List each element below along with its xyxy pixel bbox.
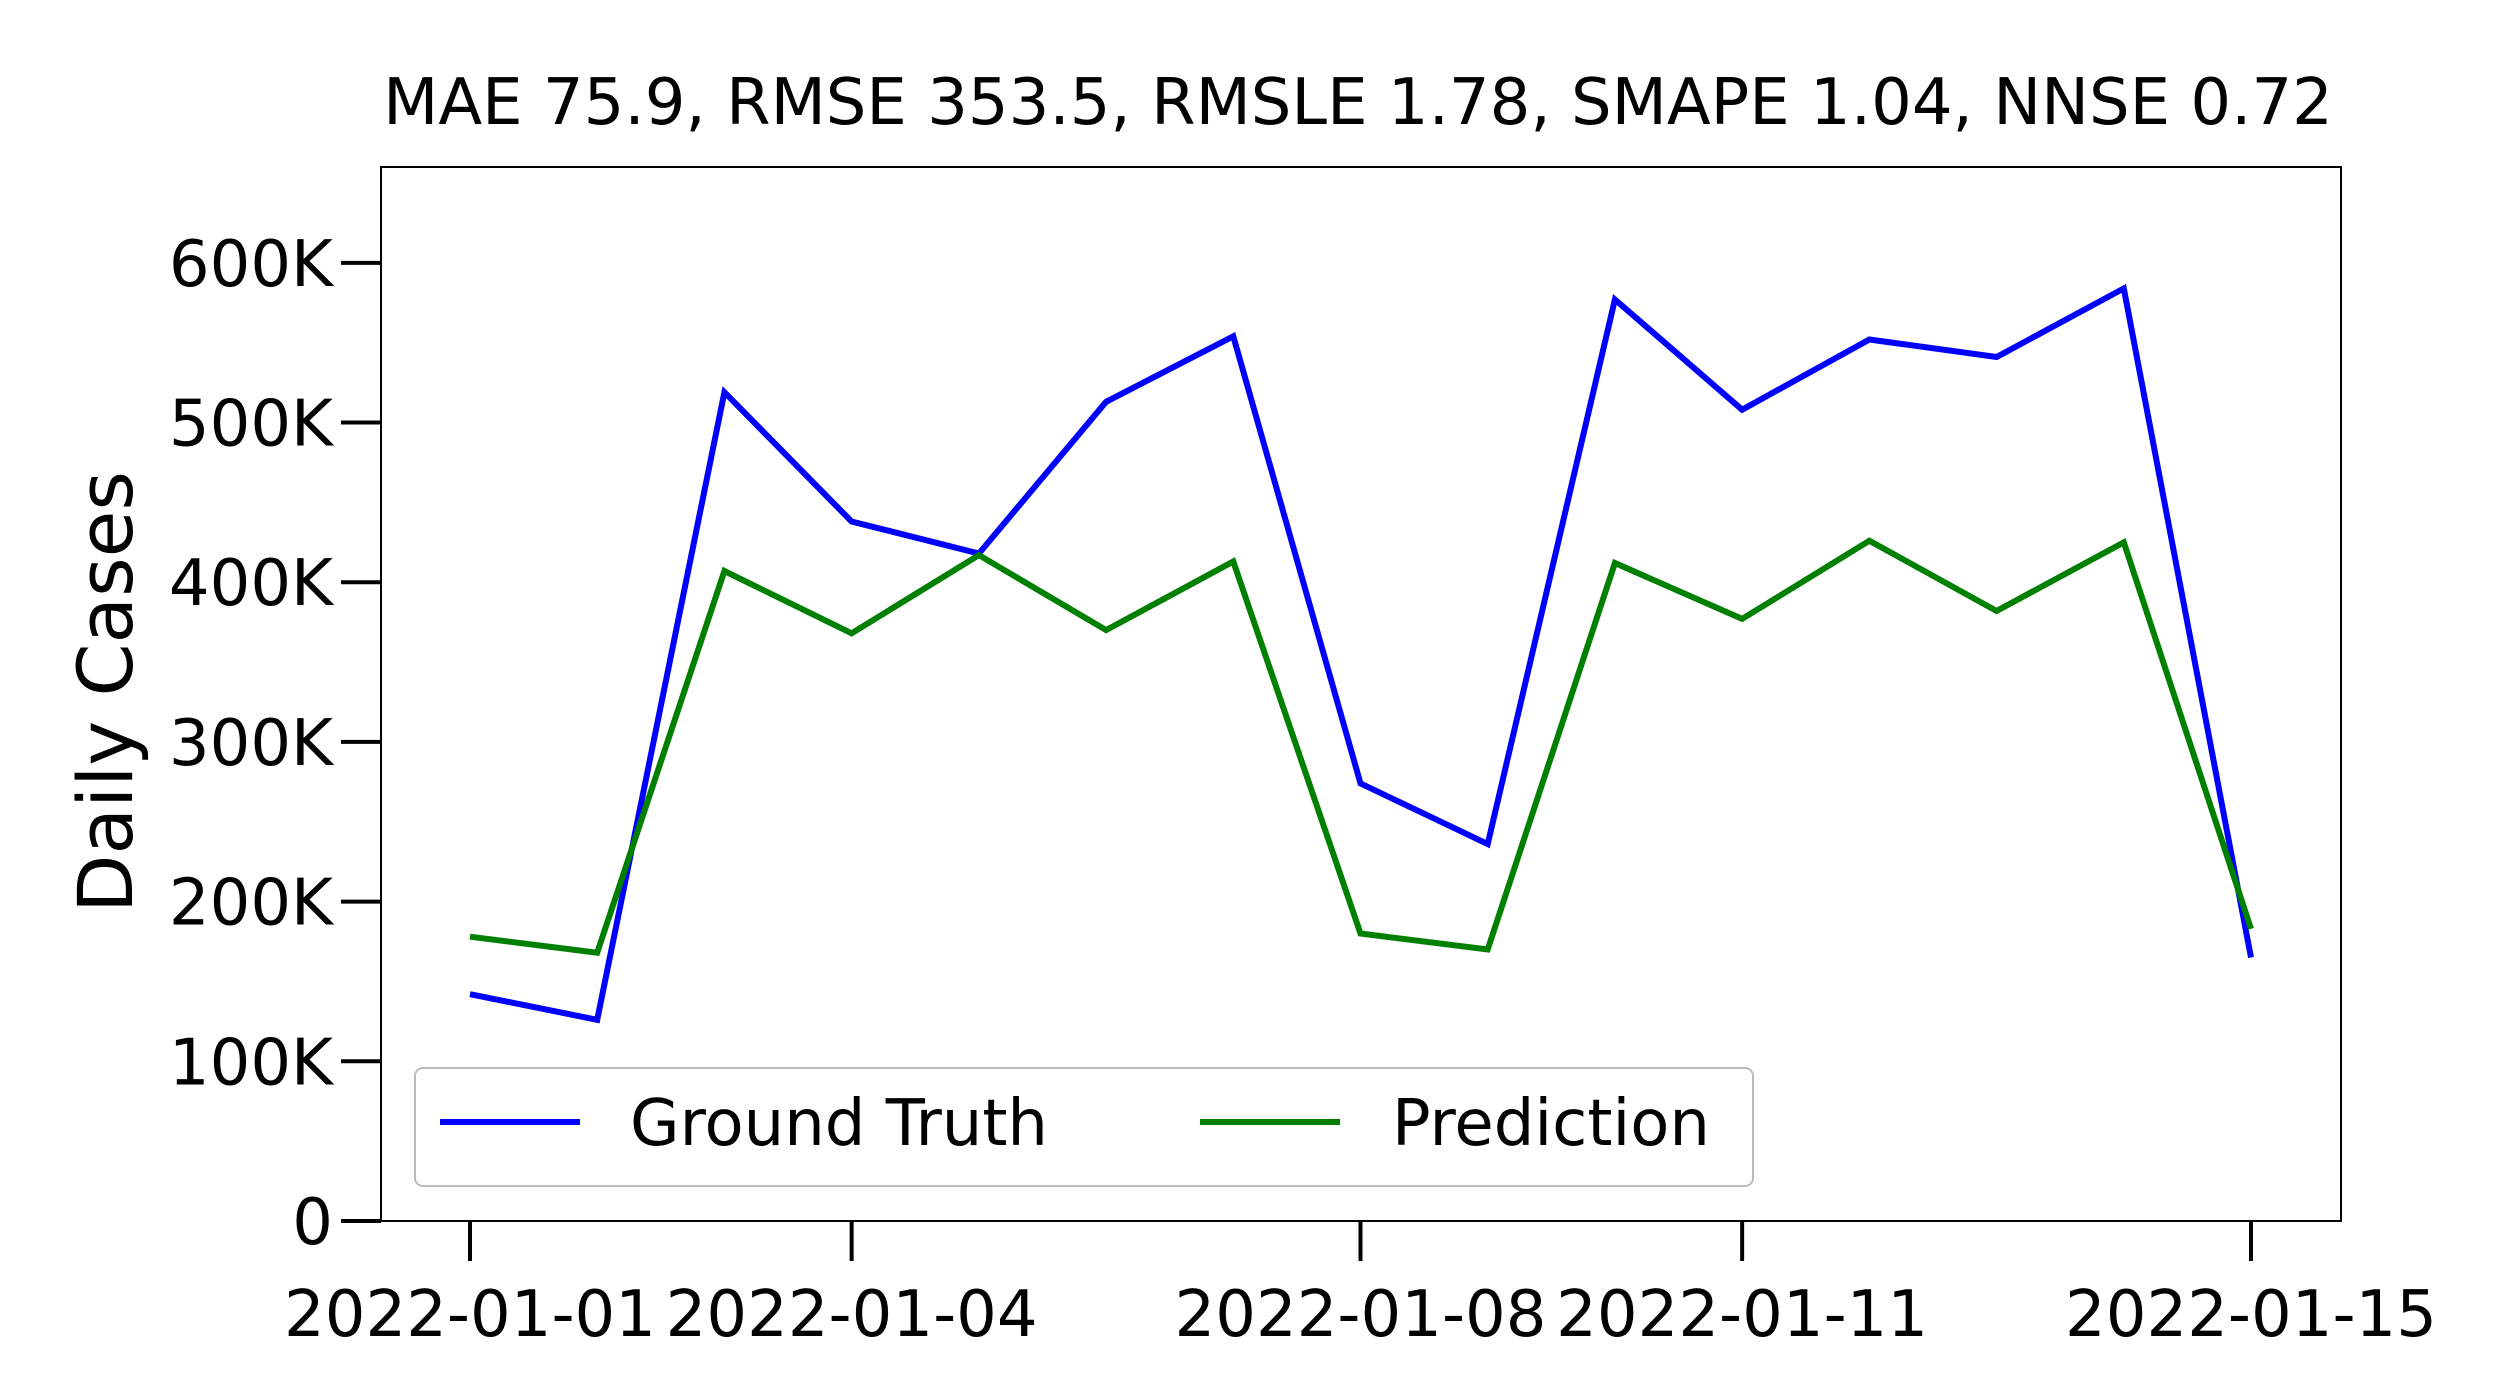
y-tick-label: 100K xyxy=(169,1026,335,1100)
y-tick-label: 600K xyxy=(169,228,335,302)
series-lines xyxy=(469,283,2254,1024)
legend-box xyxy=(414,1067,1754,1187)
x-axis: 2022-01-01 2022-01-04 2022-01-08 2022-01-11… xyxy=(284,1221,2437,1352)
y-tick-label: 400K xyxy=(169,547,335,621)
x-tick-label: 2022-01-01 xyxy=(284,1278,656,1352)
y-axis-label: Daily Cases xyxy=(61,471,150,913)
x-tick-label: 2022-01-04 xyxy=(666,1278,1038,1352)
y-tick-label: 500K xyxy=(169,388,335,462)
legend-label-prediction: Prediction xyxy=(1392,1087,1710,1161)
y-tick-label: 0 xyxy=(292,1186,333,1260)
legend: Ground Truth Prediction xyxy=(414,1067,1754,1187)
series-line-prediction xyxy=(469,537,2254,956)
chart-title: MAE 75.9, RMSE 353.5, RMSLE 1.78, SMAPE … xyxy=(383,66,2333,140)
x-tick-label: 2022-01-11 xyxy=(1556,1278,1928,1352)
series-line-ground-truth xyxy=(469,283,2254,1024)
y-tick-label: 200K xyxy=(169,867,335,941)
x-tick-label: 2022-01-08 xyxy=(1175,1278,1547,1352)
y-axis: 0 100K 200K 300K 400K 500K 600K xyxy=(169,228,381,1260)
y-tick-label: 300K xyxy=(169,707,335,781)
legend-label-ground-truth: Ground Truth xyxy=(630,1087,1048,1161)
plot-area xyxy=(380,166,2342,1222)
x-tick-label: 2022-01-15 xyxy=(2065,1278,2437,1352)
